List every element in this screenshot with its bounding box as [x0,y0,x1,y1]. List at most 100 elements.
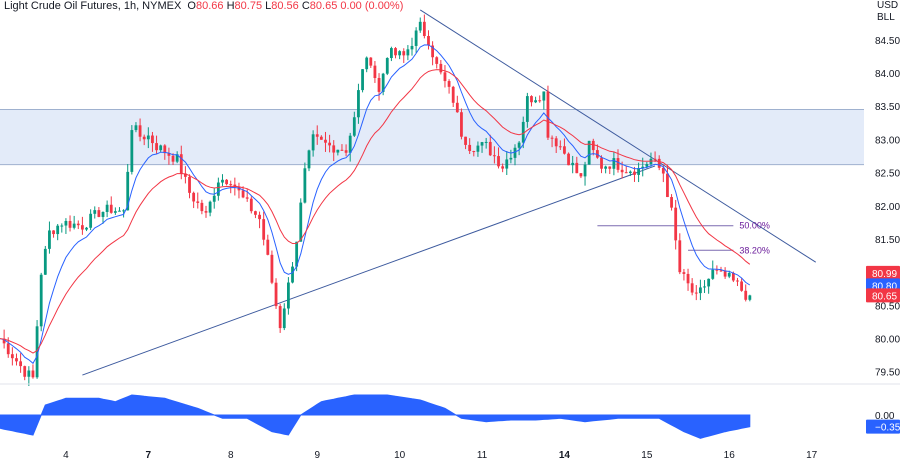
price-badge-label-2: 80.80 [872,281,897,292]
candle-body [571,162,575,166]
candle-body [542,91,546,101]
price-axis[interactable]: 84.5084.0083.5083.0082.5082.0081.5081.00… [866,36,900,434]
quantity-unit-label: BLL [877,12,895,23]
oscillator-area [0,394,751,439]
candle-body [427,36,430,46]
open-value: 80.66 [195,0,224,12]
candle-body [447,81,451,87]
candle-body [340,149,344,151]
candle-body [390,48,393,59]
candle-body [748,295,752,300]
candle-body [225,179,228,185]
time-tick-label: 9 [314,450,320,461]
time-tick-label: 14 [559,450,571,461]
candle-body [200,202,204,212]
candle-body [682,272,686,274]
candle-body [596,150,599,158]
candle-body [229,184,233,186]
candle-body [439,63,443,73]
candle-body [612,158,616,169]
candle-body [39,274,43,327]
candle-body [258,214,261,220]
candle-body [287,282,290,309]
candle-body [690,283,694,293]
candle-body [97,210,101,217]
candle-body [546,91,550,138]
fib-label-2: 38.20% [739,245,770,255]
candle-body [212,195,216,202]
price-tick-label: 79.50 [875,368,900,379]
candle-body [332,145,336,153]
candle-body [357,90,360,118]
candle-body [89,213,93,228]
candle-body [60,225,64,227]
candle-body [661,167,665,174]
candle-body [484,141,488,143]
candle-body [291,266,294,283]
currency-label: USD [877,0,899,11]
candle-body [52,230,55,235]
candle-body [402,51,406,56]
candle-body [134,125,138,131]
candle-body [517,142,521,148]
candle-body [563,146,566,154]
resistance-zone-band [0,109,864,165]
candle-body [319,136,323,140]
candle-body [674,207,678,241]
candle-body [179,154,183,174]
price-tick-label: 82.00 [875,202,900,213]
candle-body [68,220,72,228]
candle-body [464,136,467,145]
candle-body [604,166,608,169]
price-tick-label: 82.50 [875,169,900,180]
low-value: 80.56 [271,0,299,12]
candle-body [241,190,245,198]
candle-body [64,220,68,226]
candle-body [711,269,715,279]
candle-body [48,230,51,249]
candle-body [311,134,315,151]
candle-body [455,102,459,113]
candle-body [23,366,27,377]
resistance-zone [0,109,864,166]
time-axis[interactable]: 4 7 8 9 10 11 14 15 16 17 [63,450,818,461]
candle-body [554,138,558,147]
price-tick-label: 84.50 [875,36,900,47]
price-tick-label: 81.50 [875,235,900,246]
candle-body [171,155,175,162]
candle-body [113,211,117,213]
candle-body [31,370,35,378]
candle-body [118,210,121,212]
candle-body [299,202,303,242]
candle-body [394,48,397,56]
candle-body [670,197,673,208]
price-badge-label-1: 80.99 [872,269,897,280]
candle-body [694,292,698,294]
price-badge-label-3: 80.65 [872,291,897,302]
candle-body [579,173,583,177]
candle-body [678,240,682,273]
candle-body [138,125,142,137]
oscillator-pane [0,383,900,439]
candle-body [385,58,389,74]
candle-body [175,154,179,162]
moving-averages [0,44,751,365]
candle-body [282,308,286,329]
candle-body [266,239,270,255]
candle-body [254,211,257,215]
candle-body [443,72,447,82]
candle-body [472,151,476,153]
symbol-title[interactable]: Light Crude Oil Futures, 1h, NYMEX [4,0,182,12]
candle-body [509,157,513,160]
candle-body [645,164,649,167]
candle-body [315,134,319,137]
candle-body [608,166,612,169]
price-tick-label: 83.50 [875,102,900,113]
candle-body [550,137,554,139]
candle-body [493,155,496,157]
candle-body [666,173,669,198]
candle-body [122,210,125,212]
candle-body [583,164,587,177]
candle-body [657,158,661,168]
